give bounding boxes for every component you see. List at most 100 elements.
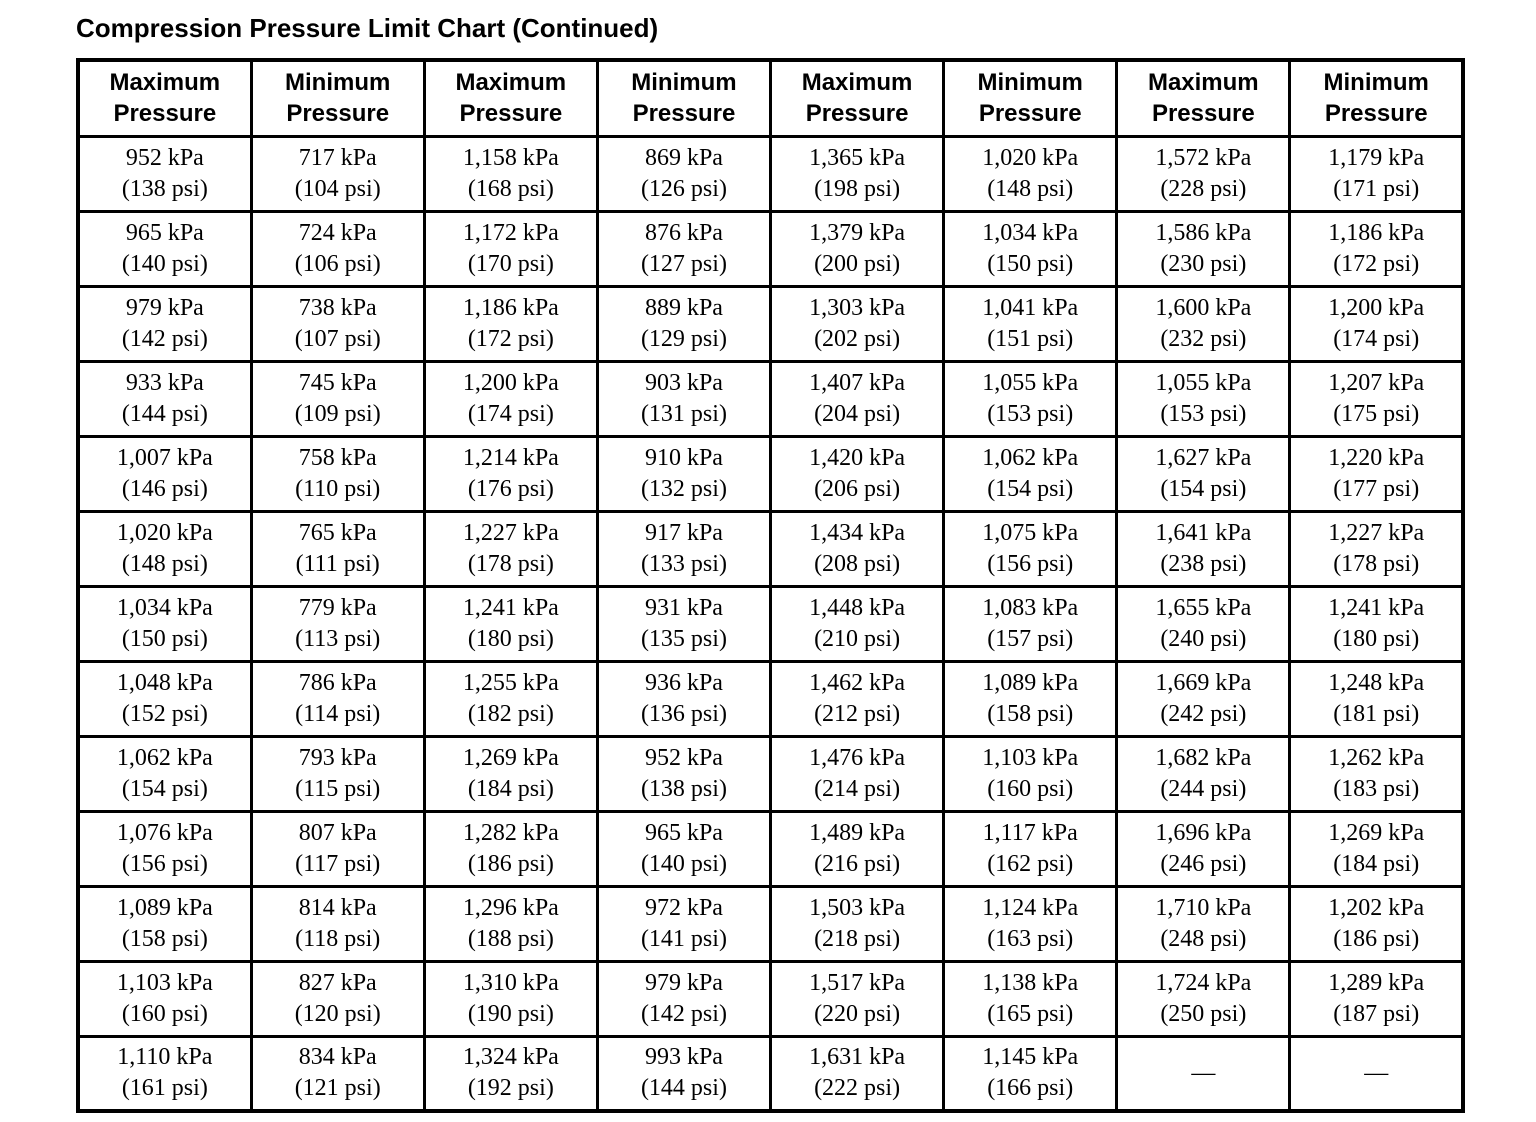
pressure-cell: 1,138 kPa (165 psi) — [942, 959, 1119, 1038]
kpa-value: 1,641 kPa — [1155, 519, 1252, 546]
psi-value: (222 psi) — [814, 1075, 901, 1102]
pressure-cell: 889 kPa (129 psi) — [595, 284, 773, 363]
pressure-cell: 1,214 kPa (176 psi) — [422, 434, 599, 513]
column-header-line2: Pressure — [286, 100, 390, 128]
psi-value: (163 psi) — [987, 925, 1074, 952]
psi-value: (132 psi) — [640, 475, 727, 502]
table-row: 1,089 kPa (158 psi) 814 kPa (118 psi) 1,296 … — [76, 884, 1465, 963]
pressure-cell: 1,124 kPa (163 psi) — [942, 884, 1119, 963]
psi-value: (151 psi) — [987, 325, 1074, 352]
psi-value: (218 psi) — [814, 925, 901, 952]
kpa-value: 1,407 kPa — [809, 369, 906, 396]
psi-value: (135 psi) — [640, 625, 727, 652]
psi-value: (158 psi) — [987, 700, 1074, 727]
column-header: Minimum Pressure — [249, 58, 426, 138]
psi-value: (174 psi) — [467, 400, 554, 427]
psi-value: (144 psi) — [640, 1075, 727, 1102]
kpa-value: 1,627 kPa — [1155, 444, 1252, 471]
kpa-value: 869 kPa — [644, 144, 723, 171]
pressure-cell: 1,710 kPa (248 psi) — [1115, 884, 1292, 963]
pressure-cell: 1,103 kPa (160 psi) — [942, 734, 1119, 813]
pressure-cell: 793 kPa (115 psi) — [249, 734, 426, 813]
kpa-value: 1,669 kPa — [1155, 669, 1252, 696]
kpa-value: 1,269 kPa — [462, 744, 559, 771]
pressure-cell: 1,041 kPa (151 psi) — [942, 284, 1119, 363]
kpa-value: 1,241 kPa — [462, 594, 559, 621]
kpa-value: 717 kPa — [298, 144, 377, 171]
table-row: 1,062 kPa (154 psi) 793 kPa (115 psi) 1,269 … — [76, 734, 1465, 813]
pressure-cell: 765 kPa (111 psi) — [249, 509, 426, 588]
pressure-cell: 1,241 kPa (180 psi) — [422, 584, 599, 663]
column-header-line2: Pressure — [632, 100, 736, 128]
table-header: Maximum Pressure Minimum Pressure Maximum Pre… — [76, 58, 1465, 138]
kpa-value: 1,517 kPa — [809, 969, 906, 996]
pressure-cell: 1,076 kPa (156 psi) — [76, 809, 253, 888]
pressure-cell: 1,089 kPa (158 psi) — [76, 884, 253, 963]
psi-value: (232 psi) — [1160, 325, 1247, 352]
pressure-cell: 1,172 kPa (170 psi) — [422, 209, 599, 288]
kpa-value: 1,710 kPa — [1155, 894, 1252, 921]
table-row: 1,076 kPa (156 psi) 807 kPa (117 psi) 1,282 … — [76, 809, 1465, 888]
pressure-cell: 779 kPa (113 psi) — [249, 584, 426, 663]
column-header-line2: Pressure — [805, 100, 909, 128]
psi-value: (129 psi) — [640, 325, 727, 352]
psi-value: (110 psi) — [295, 475, 381, 502]
column-header: Minimum Pressure — [1288, 58, 1465, 138]
psi-value: (136 psi) — [640, 700, 727, 727]
kpa-value: 1,089 kPa — [982, 669, 1079, 696]
kpa-value: 1,207 kPa — [1328, 369, 1425, 396]
psi-value: (156 psi) — [121, 850, 208, 877]
psi-value: (187 psi) — [1333, 1000, 1420, 1027]
empty-cell: — — [1115, 1034, 1292, 1113]
kpa-value: 979 kPa — [644, 969, 723, 996]
kpa-value: 1,076 kPa — [116, 819, 213, 846]
pressure-cell: 993 kPa (144 psi) — [595, 1034, 773, 1113]
psi-value: (157 psi) — [987, 625, 1074, 652]
kpa-value: 1,103 kPa — [116, 969, 213, 996]
kpa-value: 1,034 kPa — [116, 594, 213, 621]
psi-value: (171 psi) — [1333, 175, 1420, 202]
kpa-value: 1,202 kPa — [1328, 894, 1425, 921]
psi-value: (220 psi) — [814, 1000, 901, 1027]
psi-value: (238 psi) — [1160, 550, 1247, 577]
pressure-cell: 1,517 kPa (220 psi) — [768, 959, 946, 1038]
psi-value: (178 psi) — [467, 550, 554, 577]
kpa-value: 1,158 kPa — [462, 144, 559, 171]
pressure-cell: 1,572 kPa (228 psi) — [1115, 134, 1292, 213]
kpa-value: 758 kPa — [298, 444, 377, 471]
kpa-value: 931 kPa — [644, 594, 723, 621]
psi-value: (126 psi) — [640, 175, 727, 202]
psi-value: (140 psi) — [121, 250, 208, 277]
kpa-value: 1,655 kPa — [1155, 594, 1252, 621]
kpa-value: 1,269 kPa — [1328, 819, 1425, 846]
psi-value: (165 psi) — [987, 1000, 1074, 1027]
pressure-cell: 1,007 kPa (146 psi) — [76, 434, 253, 513]
kpa-value: 1,007 kPa — [116, 444, 213, 471]
pressure-cell: 1,682 kPa (244 psi) — [1115, 734, 1292, 813]
pressure-cell: 979 kPa (142 psi) — [76, 284, 253, 363]
kpa-value: 1,220 kPa — [1328, 444, 1425, 471]
kpa-value: 745 kPa — [298, 369, 377, 396]
pressure-cell: 1,186 kPa (172 psi) — [1288, 209, 1465, 288]
kpa-value: 1,117 kPa — [982, 819, 1078, 846]
psi-value: (121 psi) — [294, 1075, 381, 1102]
psi-value: (214 psi) — [814, 775, 901, 802]
kpa-value: 1,062 kPa — [982, 444, 1079, 471]
dash-symbol: — — [1364, 1059, 1389, 1086]
psi-value: (146 psi) — [121, 475, 208, 502]
psi-value: (127 psi) — [640, 250, 727, 277]
pressure-cell: 1,407 kPa (204 psi) — [768, 359, 946, 438]
kpa-value: 724 kPa — [298, 219, 377, 246]
kpa-value: 917 kPa — [644, 519, 723, 546]
psi-value: (183 psi) — [1333, 775, 1420, 802]
pressure-cell: 786 kPa (114 psi) — [249, 659, 426, 738]
pressure-cell: 1,089 kPa (158 psi) — [942, 659, 1119, 738]
psi-value: (150 psi) — [987, 250, 1074, 277]
kpa-value: 1,282 kPa — [462, 819, 559, 846]
psi-value: (104 psi) — [294, 175, 381, 202]
psi-value: (172 psi) — [1333, 250, 1420, 277]
pressure-cell: 1,062 kPa (154 psi) — [76, 734, 253, 813]
psi-value: (115 psi) — [295, 775, 381, 802]
kpa-value: 933 kPa — [125, 369, 204, 396]
